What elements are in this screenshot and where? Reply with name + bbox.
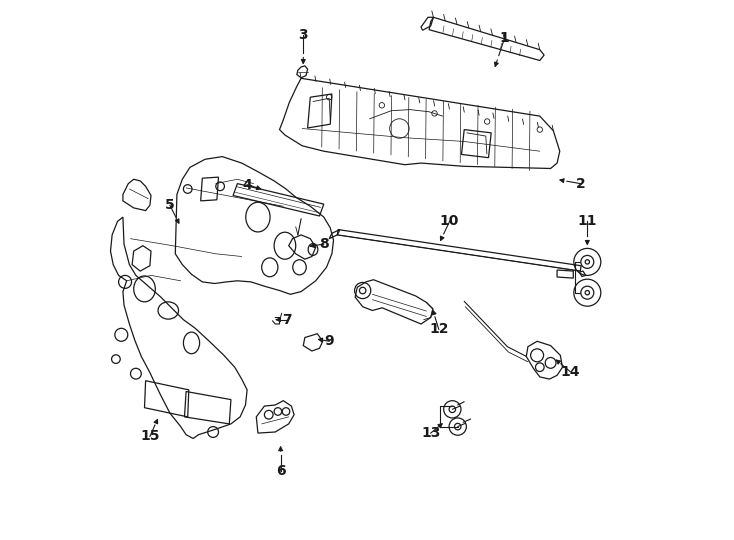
- Text: 10: 10: [440, 214, 459, 228]
- Text: 3: 3: [299, 28, 308, 42]
- Text: 2: 2: [575, 177, 585, 191]
- Text: 6: 6: [276, 464, 286, 478]
- Text: 5: 5: [165, 198, 175, 212]
- Text: 11: 11: [578, 214, 597, 228]
- Text: 15: 15: [140, 429, 160, 443]
- Text: 1: 1: [500, 31, 509, 45]
- Text: 12: 12: [429, 322, 448, 336]
- Text: 13: 13: [421, 426, 440, 440]
- Text: 8: 8: [319, 237, 329, 251]
- Text: 14: 14: [560, 364, 580, 379]
- Text: 9: 9: [324, 334, 334, 348]
- Text: 7: 7: [283, 313, 292, 327]
- Text: 4: 4: [242, 178, 252, 192]
